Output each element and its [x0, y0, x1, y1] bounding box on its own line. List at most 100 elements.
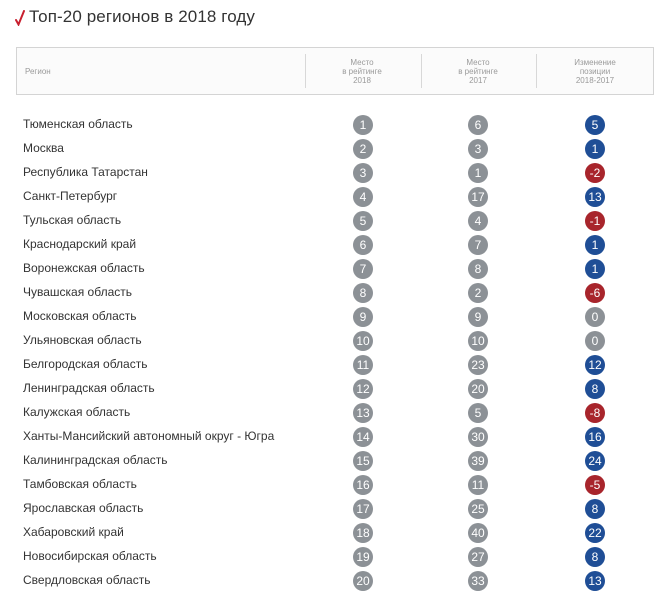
table-row: Калужская область 13 5 -8 [0, 402, 663, 426]
rank-2018-badge: 10 [353, 331, 373, 351]
change-badge: -1 [585, 211, 605, 231]
change-badge: 1 [585, 139, 605, 159]
region-name: Белгородская область [23, 357, 148, 371]
region-name: Московская область [23, 309, 137, 323]
rank-2018-badge: 17 [353, 499, 373, 519]
rank-2017-badge: 33 [468, 571, 488, 591]
table-row: Чувашская область 8 2 -6 [0, 282, 663, 306]
table-row: Тюменская область 1 6 5 [0, 114, 663, 138]
region-name: Тамбовская область [23, 477, 137, 491]
table-row: Ярославская область 17 25 8 [0, 498, 663, 522]
table-row: Ханты-Мансийский автономный округ - Югра… [0, 426, 663, 450]
rank-2017-badge: 7 [468, 235, 488, 255]
table-row: Санкт-Петербург 4 17 13 [0, 186, 663, 210]
rank-2018-badge: 2 [353, 139, 373, 159]
change-badge: 0 [585, 331, 605, 351]
region-name: Свердловская область [23, 573, 151, 587]
rank-2018-badge: 8 [353, 283, 373, 303]
rank-2017-badge: 11 [468, 475, 488, 495]
header-divider [421, 54, 422, 88]
change-badge: -2 [585, 163, 605, 183]
region-name: Ярославская область [23, 501, 144, 515]
rank-2018-badge: 3 [353, 163, 373, 183]
rank-2017-badge: 10 [468, 331, 488, 351]
rank-2017-badge: 23 [468, 355, 488, 375]
rank-2018-badge: 12 [353, 379, 373, 399]
change-badge: 13 [585, 187, 605, 207]
rank-2017-badge: 39 [468, 451, 488, 471]
table-header: Регион Место в рейтинге 2018 Место в рей… [16, 47, 654, 95]
region-name: Республика Татарстан [23, 165, 148, 179]
region-name: Новосибирская область [23, 549, 157, 563]
rank-2017-badge: 4 [468, 211, 488, 231]
rank-2017-badge: 27 [468, 547, 488, 567]
rank-2018-badge: 16 [353, 475, 373, 495]
table-row: Воронежская область 7 8 1 [0, 258, 663, 282]
table-row: Краснодарский край 6 7 1 [0, 234, 663, 258]
table-row: Белгородская область 11 23 12 [0, 354, 663, 378]
rank-2018-badge: 7 [353, 259, 373, 279]
table-row: Ульяновская область 10 10 0 [0, 330, 663, 354]
rank-2017-badge: 25 [468, 499, 488, 519]
rank-2017-badge: 6 [468, 115, 488, 135]
change-badge: 13 [585, 571, 605, 591]
rank-2018-badge: 15 [353, 451, 373, 471]
rank-2017-badge: 1 [468, 163, 488, 183]
region-name: Краснодарский край [23, 237, 137, 251]
rank-2018-badge: 14 [353, 427, 373, 447]
table-row: Республика Татарстан 3 1 -2 [0, 162, 663, 186]
rank-2018-badge: 9 [353, 307, 373, 327]
header-divider [536, 54, 537, 88]
change-badge: 16 [585, 427, 605, 447]
region-name: Ульяновская область [23, 333, 142, 347]
header-rank-2017: Место в рейтинге 2017 [458, 57, 498, 85]
rank-2017-badge: 20 [468, 379, 488, 399]
region-name: Тюменская область [23, 117, 133, 131]
page-title: Топ-20 регионов в 2018 году [29, 7, 255, 26]
table-row: Новосибирская область 19 27 8 [0, 546, 663, 570]
table-row: Тульская область 5 4 -1 [0, 210, 663, 234]
title-row: Топ-20 регионов в 2018 году [15, 6, 255, 28]
table-row: Калининградская область 15 39 24 [0, 450, 663, 474]
region-name: Калужская область [23, 405, 131, 419]
rank-2017-badge: 8 [468, 259, 488, 279]
change-badge: 8 [585, 547, 605, 567]
change-badge: -5 [585, 475, 605, 495]
region-name: Хабаровский край [23, 525, 124, 539]
change-badge: 12 [585, 355, 605, 375]
table-row: Хабаровский край 18 40 22 [0, 522, 663, 546]
rank-2017-badge: 17 [468, 187, 488, 207]
header-rank-2018: Место в рейтинге 2018 [342, 57, 382, 85]
change-badge: 24 [585, 451, 605, 471]
rank-2017-badge: 9 [468, 307, 488, 327]
change-badge: 5 [585, 115, 605, 135]
header-region: Регион [25, 66, 51, 76]
table-row: Тамбовская область 16 11 -5 [0, 474, 663, 498]
change-badge: 0 [585, 307, 605, 327]
region-name: Тульская область [23, 213, 122, 227]
rank-2018-badge: 19 [353, 547, 373, 567]
change-badge: -8 [585, 403, 605, 423]
table-row: Московская область 9 9 0 [0, 306, 663, 330]
table-row: Свердловская область 20 33 13 [0, 570, 663, 594]
region-name: Санкт-Петербург [23, 189, 118, 203]
rank-2017-badge: 5 [468, 403, 488, 423]
change-badge: 8 [585, 499, 605, 519]
rank-2018-badge: 13 [353, 403, 373, 423]
header-divider [305, 54, 306, 88]
rank-2018-badge: 1 [353, 115, 373, 135]
region-name: Воронежская область [23, 261, 145, 275]
check-mark-icon [15, 8, 25, 26]
rank-2018-badge: 6 [353, 235, 373, 255]
rank-2018-badge: 4 [353, 187, 373, 207]
change-badge: 22 [585, 523, 605, 543]
table-row: Ленинградская область 12 20 8 [0, 378, 663, 402]
region-name: Москва [23, 141, 64, 155]
rank-2018-badge: 11 [353, 355, 373, 375]
region-name: Калининградская область [23, 453, 168, 467]
rank-2017-badge: 30 [468, 427, 488, 447]
rank-2018-badge: 18 [353, 523, 373, 543]
rank-2017-badge: 3 [468, 139, 488, 159]
change-badge: 1 [585, 259, 605, 279]
region-name: Ленинградская область [23, 381, 155, 395]
